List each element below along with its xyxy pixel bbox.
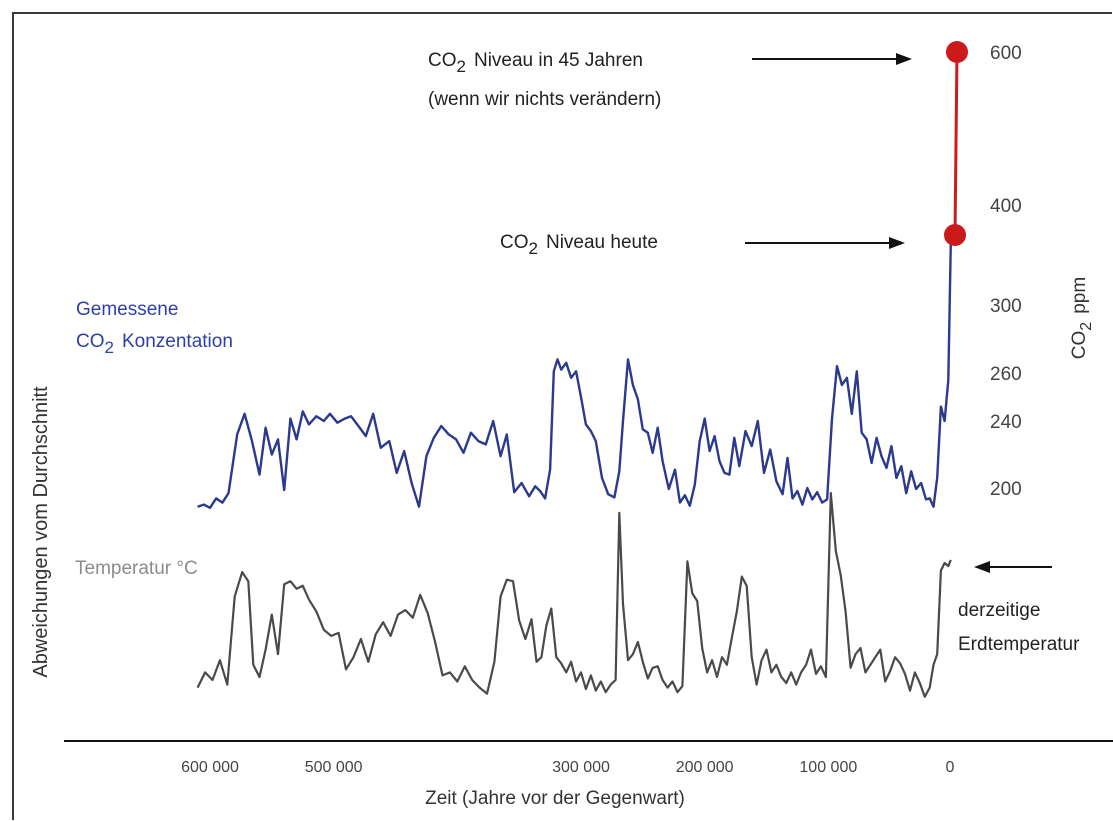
annotation-temp-now-line1: derzeitige: [958, 600, 1040, 621]
temperature-series-label: Temperatur °C: [75, 558, 198, 579]
temperature-series: [196, 491, 952, 698]
co2-projection: [944, 41, 968, 246]
x-axis-label: Zeit (Jahre vor der Gegenwart): [425, 788, 685, 809]
co2-today-point: [944, 224, 966, 246]
x-tick-label: 300 000: [552, 759, 610, 776]
y-tick-label: 600: [990, 43, 1022, 64]
y-tick-label: 240: [990, 412, 1022, 433]
annotation-future-arrow-icon: [896, 53, 912, 65]
temperature-line: [196, 491, 952, 698]
x-tick-label: 200 000: [676, 759, 734, 776]
annotation-today: CO2 Niveau heute: [500, 232, 658, 258]
annotation-temp-now-arrow-icon: [974, 561, 990, 573]
co2-series-label-line2: CO2 Konzentation: [76, 331, 233, 357]
annotation-today-arrow-icon: [889, 237, 905, 249]
y-axis-label-right: CO2ppm: [1069, 277, 1095, 359]
x-tick-labels: 600 000 500 000 300 000 200 000 100 000 0: [181, 759, 954, 776]
co2-projection-line: [953, 51, 959, 236]
chart-frame: [12, 12, 1112, 820]
y-tick-labels: 200 240 260 300 400 600: [990, 43, 1022, 500]
co2-series: [197, 242, 952, 509]
y-tick-label: 400: [990, 196, 1022, 217]
y-tick-label: 200: [990, 479, 1022, 500]
co2-future-point: [946, 41, 968, 63]
annotation-temp-now-line2: Erdtemperatur: [958, 634, 1080, 655]
x-tick-label: 500 000: [305, 759, 363, 776]
y-axis-label-left: Abweichungen vom Durchschnitt: [30, 386, 52, 678]
co2-series-label-line1: Gemessene: [76, 299, 178, 320]
x-tick-label: 0: [946, 759, 955, 776]
x-tick-label: 600 000: [181, 759, 239, 776]
y-tick-label: 300: [990, 296, 1022, 317]
co2-line: [197, 242, 952, 509]
annotation-future-line2: (wenn wir nichts verändern): [428, 89, 661, 110]
x-tick-label: 100 000: [799, 759, 857, 776]
y-tick-label: 260: [990, 364, 1022, 385]
annotation-future-line1: CO2 Niveau in 45 Jahren: [428, 50, 643, 76]
